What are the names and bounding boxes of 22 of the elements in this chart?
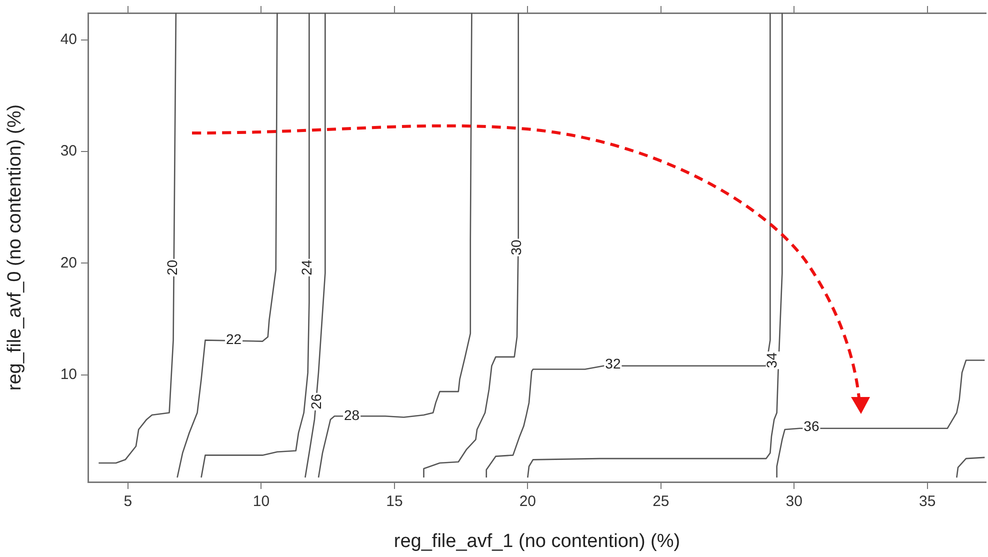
annotation: 28 bbox=[344, 406, 360, 423]
annotation: 30 bbox=[508, 240, 524, 256]
x-tick-label: 5 bbox=[124, 493, 132, 510]
x-tick-label: 30 bbox=[786, 493, 802, 510]
annotation: 24 bbox=[298, 260, 315, 276]
x-axis-title: reg_file_avf_1 (no contention) (%) bbox=[394, 530, 680, 552]
x-tick-label: 15 bbox=[386, 493, 403, 510]
annotation: 26 bbox=[308, 394, 324, 410]
annotation: 34 bbox=[764, 352, 780, 368]
x-tick-label: 25 bbox=[652, 493, 670, 510]
annotation: 32 bbox=[605, 356, 621, 372]
y-tick-label: 10 bbox=[60, 366, 77, 383]
annotation: 36 bbox=[804, 418, 820, 434]
y-tick-label: 30 bbox=[60, 142, 77, 160]
y-tick-label: 40 bbox=[60, 30, 77, 48]
x-tick-label: 20 bbox=[519, 493, 536, 510]
y-axis-title: reg_file_avf_0 (no contention) (%) bbox=[4, 104, 26, 391]
annotation: 22 bbox=[226, 331, 242, 348]
x-tick-label: 10 bbox=[252, 493, 270, 510]
annotation: 20 bbox=[164, 260, 180, 276]
y-tick-label: 20 bbox=[60, 254, 77, 272]
x-tick-label: 35 bbox=[919, 493, 936, 510]
